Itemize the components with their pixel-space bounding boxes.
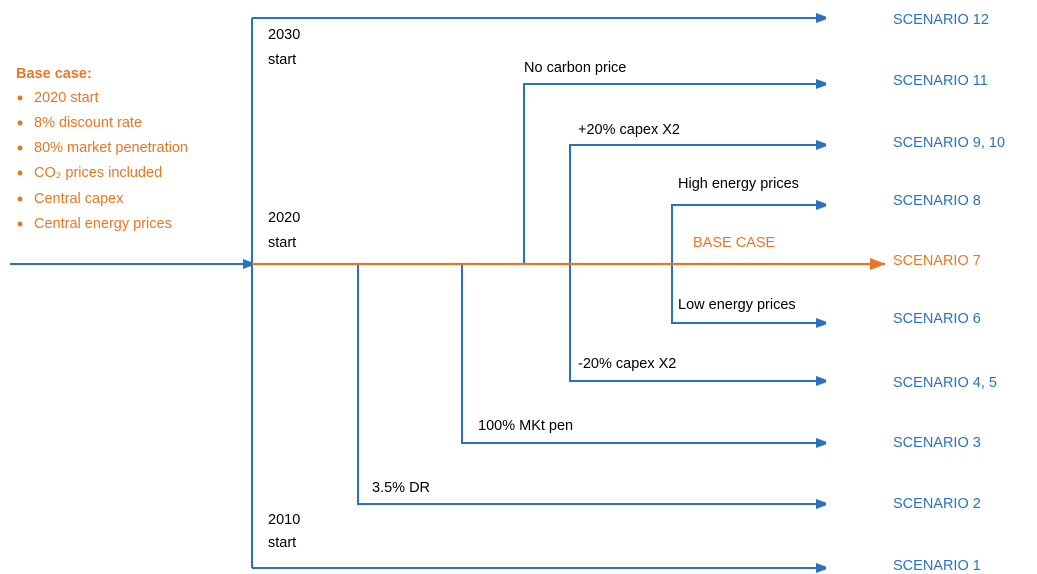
branch-arrow — [569, 145, 825, 264]
branch-label: No carbon price — [524, 60, 626, 76]
base-item: Central energy prices — [34, 216, 172, 232]
base-case-label: BASE CASE — [693, 235, 776, 251]
start-label: 2010 — [268, 512, 300, 528]
start-label: start — [268, 535, 296, 551]
start-label: 2030 — [268, 27, 300, 43]
scenario-label: SCENARIO 6 — [893, 311, 981, 327]
base-item: 2020 start — [34, 90, 99, 106]
base-item: 80% market penetration — [34, 140, 188, 156]
lines — [10, 18, 886, 568]
branch-label: 100% MKt pen — [478, 418, 573, 434]
base-item: 8% discount rate — [34, 115, 142, 131]
base-item: Central capex — [34, 191, 124, 207]
scenario-label: SCENARIO 3 — [893, 435, 981, 451]
branch-label: +20% capex X2 — [578, 122, 680, 138]
scenario-label: SCENARIO 12 — [893, 12, 989, 28]
base-title: Base case: — [16, 66, 92, 82]
scenario-label: SCENARIO 4, 5 — [893, 375, 997, 391]
branch-arrow — [523, 84, 825, 264]
scenario-label: SCENARIO 2 — [893, 496, 981, 512]
scenarios: SCENARIO 12 SCENARIO 11 SCENARIO 9, 10 S… — [893, 12, 1005, 574]
scenario-label: SCENARIO 7 — [893, 253, 981, 269]
branch-label: -20% capex X2 — [578, 356, 676, 372]
branch-arrow — [461, 264, 825, 443]
branch-arrow — [671, 205, 825, 264]
scenario-label: SCENARIO 1 — [893, 558, 981, 574]
scenario-label: SCENARIO 8 — [893, 193, 981, 209]
start-label: start — [268, 52, 296, 68]
start-label: 2020 — [268, 210, 300, 226]
branch-label: 3.5% DR — [372, 480, 430, 496]
scenario-label: SCENARIO 11 — [893, 73, 988, 89]
branch-arrow — [357, 264, 825, 504]
branch-arrow — [671, 264, 825, 323]
branch-label: Low energy prices — [678, 297, 796, 313]
start-label: start — [268, 235, 296, 251]
base-list: 2020 start 8% discount rate 80% market p… — [17, 90, 188, 232]
base-item: CO₂ prices included — [34, 165, 162, 181]
scenario-label: SCENARIO 9, 10 — [893, 135, 1005, 151]
branch-label: High energy prices — [678, 176, 799, 192]
branch-arrow — [569, 264, 825, 381]
